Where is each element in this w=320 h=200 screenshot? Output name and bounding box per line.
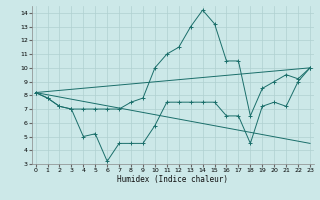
X-axis label: Humidex (Indice chaleur): Humidex (Indice chaleur): [117, 175, 228, 184]
